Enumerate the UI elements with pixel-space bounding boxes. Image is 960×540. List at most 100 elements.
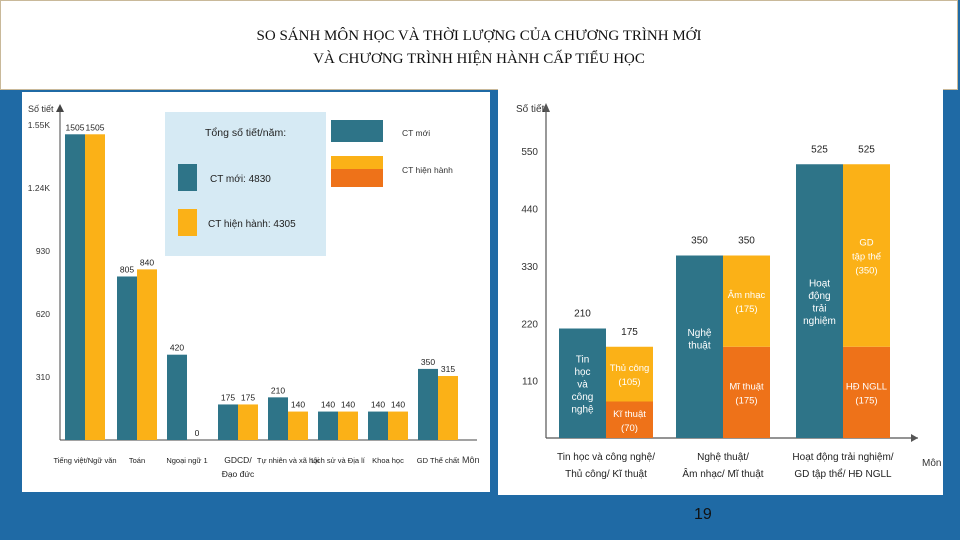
data-label: 175 (221, 392, 235, 402)
key-swatch-new (331, 120, 383, 142)
y-tick-label: 1.24K (28, 183, 51, 193)
bar-new (65, 134, 85, 440)
segment-text: Mĩ thuật (729, 381, 764, 392)
x-tick-label: GD Thể chất (417, 456, 460, 465)
key-swatch-current-alt (331, 169, 383, 187)
bar-current (388, 411, 408, 440)
data-label: 840 (140, 257, 154, 267)
x-tick-label: Nghệ thuật/ (697, 452, 749, 463)
legend-total-current: CT hiện hành: 4305 (208, 219, 296, 230)
chart-panel-left: Số tiết Môn 310 620 930 1.24K 1.55K 1505 1505 Tiế… (22, 92, 490, 492)
data-label: 350 (421, 357, 435, 367)
x-tick-label: Lịch sử và Địa lí (311, 456, 366, 465)
y-axis-label: Số tiết (28, 104, 54, 114)
bar-current-segment (606, 401, 653, 438)
segment-text: (175) (855, 395, 877, 406)
y-tick-label: 1.55K (28, 120, 51, 130)
bar-new (117, 276, 137, 440)
bar-text: nghệ (571, 404, 594, 415)
data-label: 1505 (66, 122, 85, 132)
x-tick-label: Toán (129, 456, 145, 465)
y-axis-arrow (56, 104, 64, 112)
bar-current-segment (843, 164, 890, 347)
data-label: 140 (391, 400, 405, 410)
data-label: 350 (738, 236, 755, 247)
data-label: 140 (321, 400, 335, 410)
bar-text: Hoạt (809, 278, 830, 289)
data-label: 210 (574, 309, 591, 320)
bar-new (368, 411, 388, 440)
x-tick-label-2: GD tập thể/ HĐ NGLL (794, 468, 892, 480)
data-label: 140 (341, 400, 355, 410)
data-label: 805 (120, 264, 134, 274)
segment-text: (175) (735, 395, 757, 406)
bar-text: học (574, 367, 590, 378)
title-line-2: VÀ CHƯƠNG TRÌNH HIỆN HÀNH CẤP TIỂU HỌC (313, 51, 645, 67)
bar-text: công (572, 392, 594, 403)
bar-new (268, 397, 288, 440)
bar-current (338, 411, 358, 440)
bar-text: Nghệ (688, 328, 712, 339)
bar-text: nghiệm (803, 316, 836, 327)
bar-current-segment (723, 255, 770, 347)
y-tick-label: 550 (521, 147, 538, 158)
chart-panel-right: Số tiết Môn 110 220 330 440 550 210 Tin học và công… (498, 88, 943, 495)
bar-current (85, 134, 105, 440)
key-swatch-current (331, 156, 383, 169)
segment-text: tập thể (852, 252, 881, 263)
title-line-1: SO SÁNH MÔN HỌC VÀ THỜI LƯỢNG CỦA CHƯƠNG… (256, 28, 702, 44)
bar-current (137, 269, 157, 440)
y-tick-label: 220 (521, 319, 538, 330)
segment-text: Kĩ thuật (613, 409, 646, 420)
bar-text: Tin (576, 354, 590, 365)
y-tick-label: 440 (521, 205, 538, 216)
x-tick-label: Hoạt động trải nghiệm/ (792, 452, 893, 463)
data-label: 315 (441, 364, 455, 374)
bar-new (676, 255, 723, 438)
x-tick-label: GDCD/ (224, 455, 252, 465)
data-label: 420 (170, 343, 184, 353)
y-tick-label: 330 (521, 262, 538, 273)
data-label: 350 (691, 236, 708, 247)
bar-current-segment (606, 346, 653, 402)
bar-new (218, 404, 238, 440)
bar-new (418, 368, 438, 440)
legend-total-new: CT mới: 4830 (210, 174, 271, 185)
bar-current (238, 404, 258, 440)
key-label-new: CT mới (402, 128, 430, 138)
legend-title: Tổng số tiết/năm: (205, 127, 286, 139)
bar-new (167, 354, 187, 440)
bar-current-segment (723, 346, 770, 438)
segment-text: (70) (621, 423, 638, 434)
segment-text: Âm nhạc (728, 290, 766, 301)
bar-new (796, 164, 843, 438)
subject-hours-bar-chart: Số tiết Môn 310 620 930 1.24K 1.55K 1505 1505 Tiế… (28, 104, 480, 479)
data-label: 175 (241, 392, 255, 402)
legend-swatch-current (178, 209, 197, 236)
bar-text: và (577, 379, 588, 390)
segment-text: (350) (855, 266, 877, 277)
y-axis-arrow (542, 103, 550, 112)
bar-new (559, 328, 606, 438)
segment-text: GD (859, 238, 873, 249)
y-tick-label: 620 (36, 309, 50, 319)
data-label: 210 (271, 385, 285, 395)
bar-text: thuật (688, 340, 710, 351)
x-tick-label: Ngoại ngữ 1 (166, 456, 207, 465)
data-label: 175 (621, 327, 638, 338)
bar-text: động (808, 291, 830, 302)
bar-current (288, 411, 308, 440)
x-tick-label: Tự nhiên và xã hội (257, 456, 319, 465)
data-label: 1505 (86, 122, 105, 132)
y-tick-label: 110 (522, 377, 538, 388)
x-tick-label-2: Đạo đức (222, 469, 255, 479)
data-label: 140 (291, 400, 305, 410)
bar-new (318, 411, 338, 440)
y-axis-label: Số tiết (516, 103, 545, 115)
segment-text: (175) (735, 304, 757, 315)
segment-text: (105) (618, 377, 640, 388)
legend-swatch-new (178, 164, 197, 191)
x-axis-label: Môn (922, 458, 941, 469)
data-label: 525 (858, 144, 875, 155)
